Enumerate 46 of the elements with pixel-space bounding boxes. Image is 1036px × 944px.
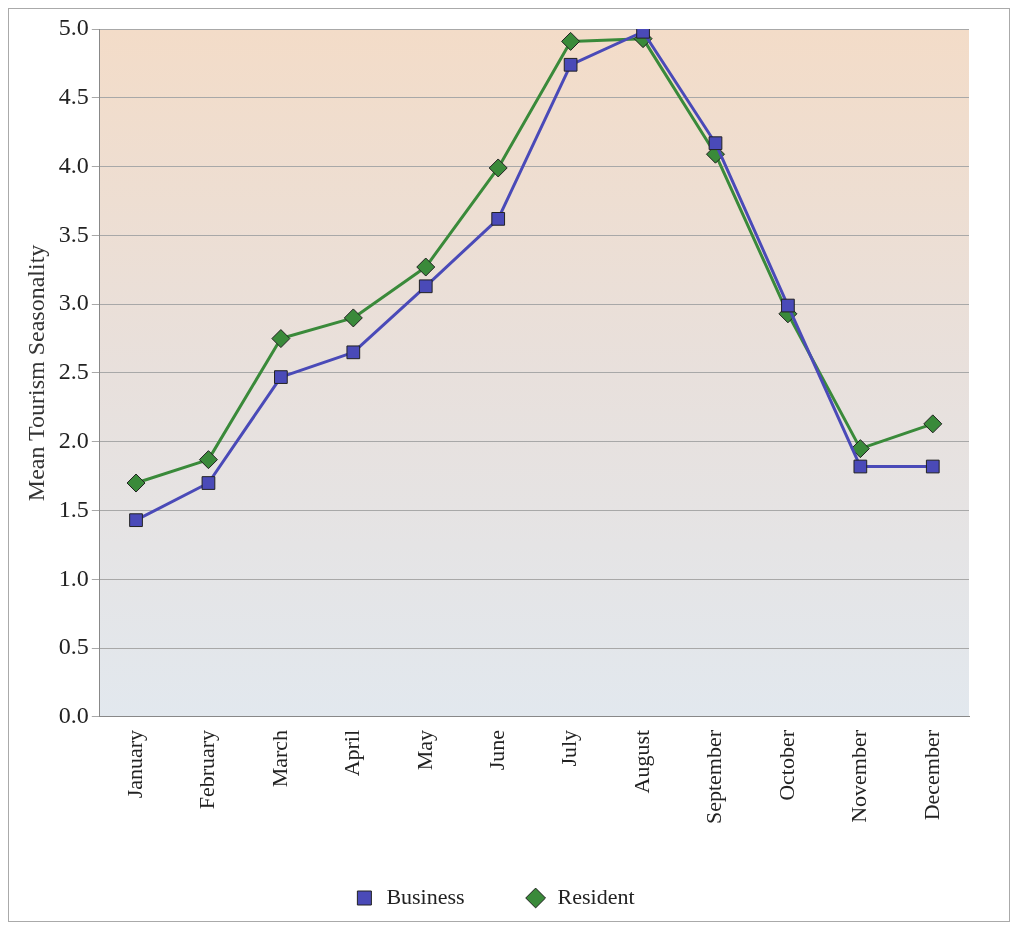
y-tick-label: 0.5 — [58, 633, 89, 660]
point — [346, 345, 361, 360]
point — [853, 459, 868, 474]
point — [271, 329, 291, 349]
x-tick-label: April — [339, 729, 365, 777]
y-tick-label: 0.0 — [58, 702, 89, 729]
legend-label: Resident — [557, 883, 635, 909]
x-tick-label: March — [266, 729, 292, 788]
point — [491, 212, 506, 226]
x-tick-label: September — [701, 729, 727, 825]
x-tick-label: July — [556, 729, 582, 767]
point — [925, 459, 940, 474]
y-tick-label: 4.5 — [58, 83, 89, 110]
point — [488, 158, 508, 178]
point — [201, 476, 216, 490]
point — [561, 31, 581, 51]
point — [923, 414, 943, 434]
point — [850, 439, 870, 459]
y-tick-label: 2.5 — [58, 358, 89, 385]
y-tick-label: 1.0 — [58, 564, 89, 591]
point — [781, 298, 795, 313]
y-tick-label: 5.0 — [58, 14, 89, 41]
point — [129, 513, 143, 528]
legend-label: Business — [386, 883, 465, 909]
x-tick-label: January — [121, 729, 147, 799]
x-tick-label: November — [846, 729, 872, 823]
point — [274, 370, 288, 384]
x-tick-label: May — [411, 729, 437, 771]
x-tick-label: June — [483, 729, 509, 771]
point — [418, 279, 433, 294]
y-tick-label: 3.0 — [58, 289, 89, 316]
x-tick-label: August — [628, 729, 654, 794]
y-tick-label: 3.5 — [58, 220, 89, 247]
y-tick-label: 4.0 — [58, 151, 89, 178]
point — [563, 57, 578, 72]
x-tick-label: December — [918, 729, 944, 821]
x-tick-label: February — [194, 729, 220, 810]
point — [708, 136, 723, 151]
point — [343, 308, 363, 328]
point — [416, 257, 436, 277]
y-tick-label: 2.0 — [58, 427, 89, 454]
y-tick-label: 1.5 — [58, 495, 89, 522]
y-axis-title: Mean Tourism Seasonality — [22, 244, 49, 502]
point — [126, 473, 146, 493]
x-tick-label: October — [773, 729, 799, 801]
point — [198, 450, 218, 470]
